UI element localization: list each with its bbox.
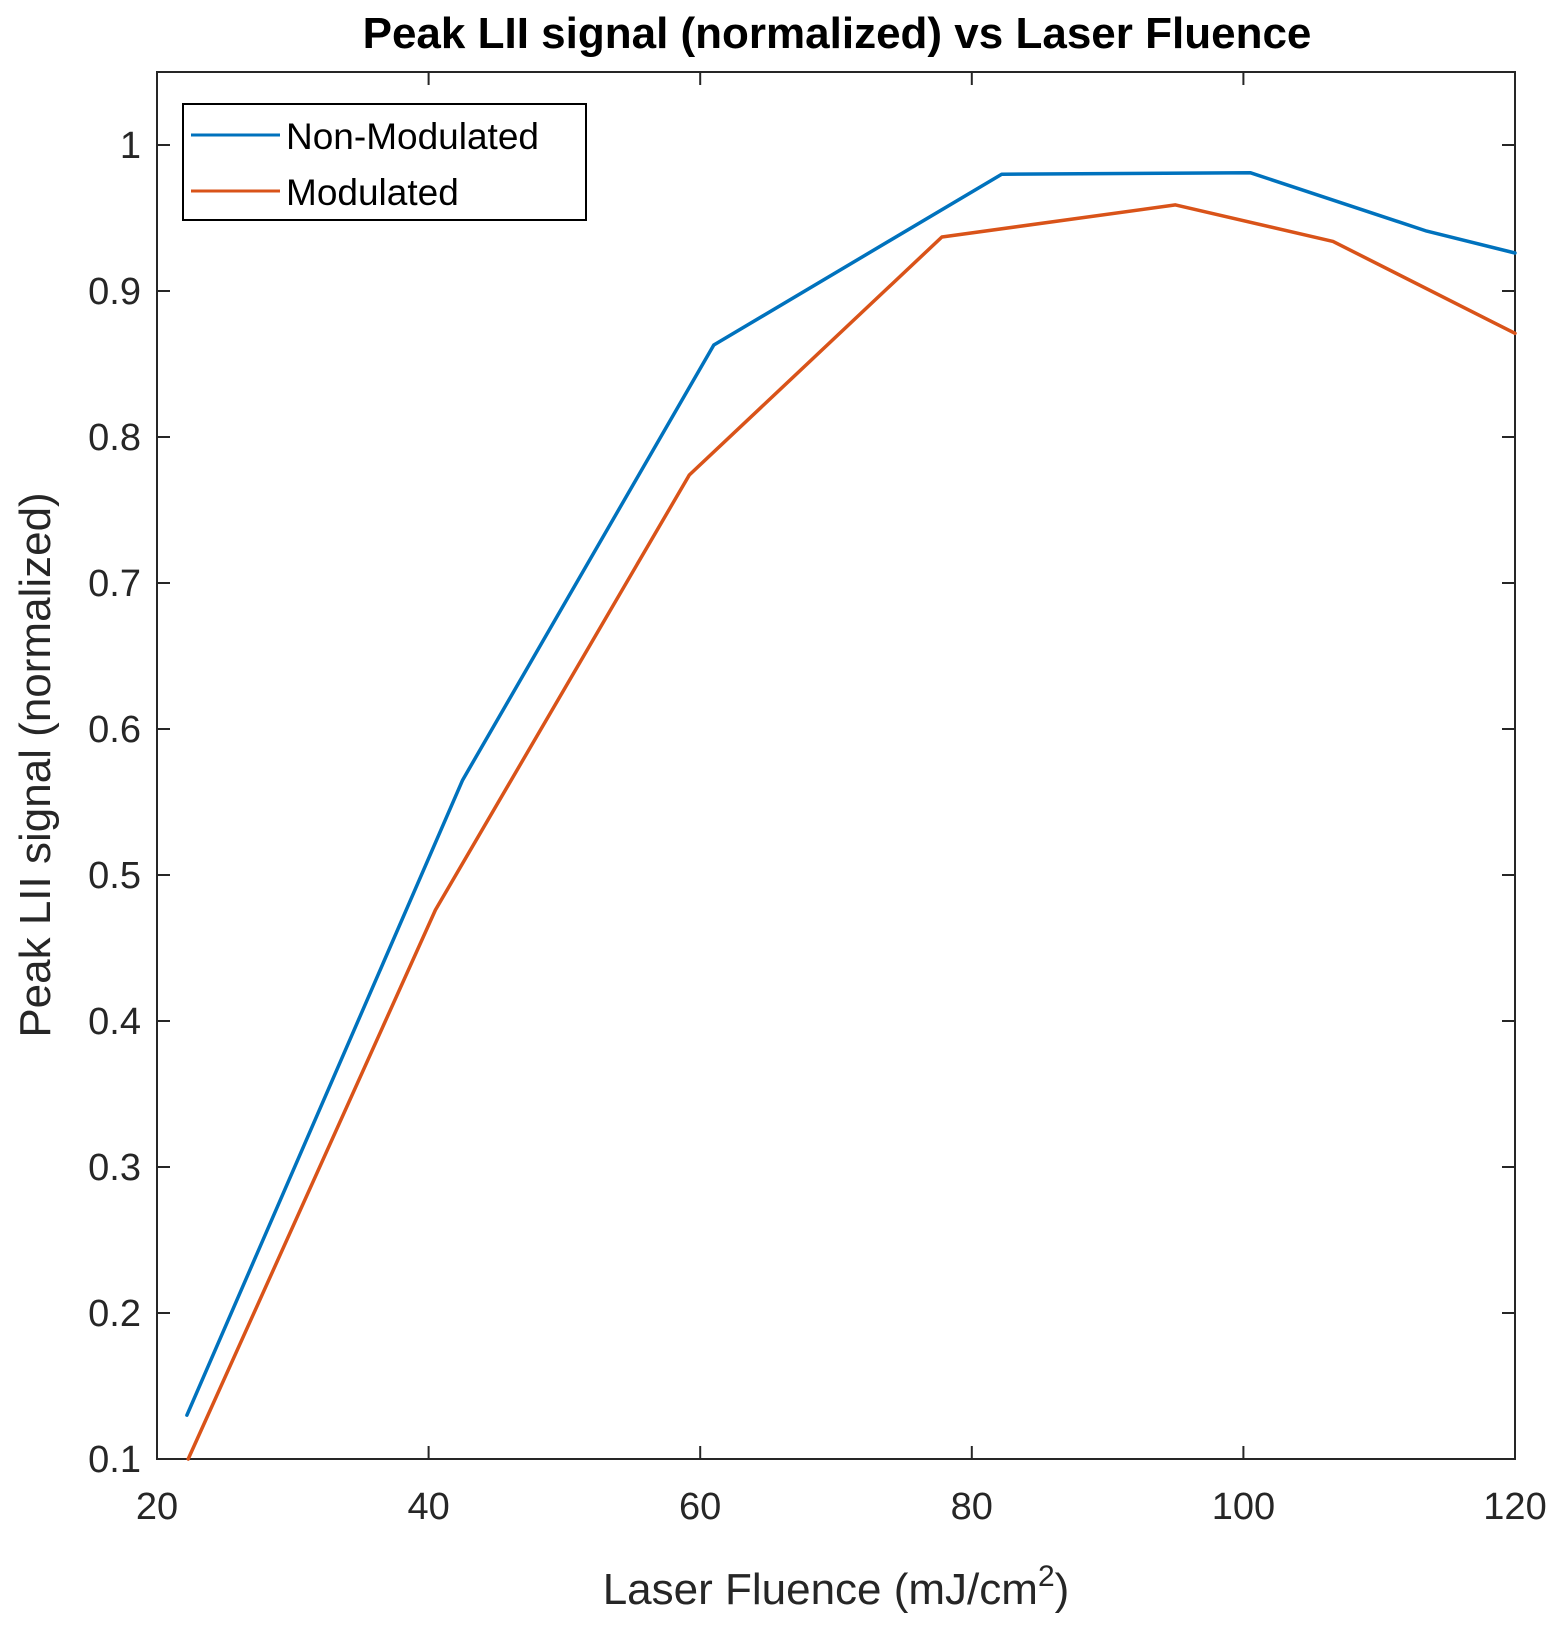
y-tick-label: 0.3 — [88, 1147, 141, 1189]
series-line-modulated — [186, 203, 1517, 1461]
y-tick-label: 0.1 — [88, 1439, 141, 1481]
legend-label-non-modulated: Non-Modulated — [286, 116, 539, 157]
y-tick-label: 0.4 — [88, 1001, 141, 1043]
data-series — [185, 170, 1517, 1461]
series-line-non-modulated — [185, 170, 1517, 1417]
x-axis-label-tail: ) — [1055, 1565, 1070, 1614]
legend: Non-Modulated Modulated — [182, 103, 587, 221]
axes: 20 40 60 80 100 120 0.1 0.2 0.3 0.4 0.5 0.6 0.7 0.8 0.… — [88, 71, 1547, 1528]
y-tick-label: 0.2 — [88, 1293, 141, 1335]
y-tick-label: 0.9 — [88, 271, 141, 313]
x-axis-label-main: Laser Fluence (mJ/cm — [603, 1565, 1038, 1614]
legend-label-modulated: Modulated — [286, 172, 459, 213]
x-tick-label: 20 — [136, 1486, 178, 1528]
y-tick-label: 0.5 — [88, 855, 141, 897]
legend-box — [182, 103, 587, 221]
x-tick-label: 60 — [679, 1486, 721, 1528]
plot-area — [156, 71, 1516, 1460]
y-tick-label: 1 — [120, 125, 141, 167]
axis-ticks — [156, 72, 1516, 1460]
x-axis-label-superscript: 2 — [1038, 1560, 1055, 1593]
axis-tick-labels: 20 40 60 80 100 120 0.1 0.2 0.3 0.4 0.5 0.6 0.7 0.8 0.… — [88, 125, 1547, 1528]
x-tick-label: 120 — [1483, 1486, 1546, 1528]
y-tick-label: 0.7 — [88, 563, 141, 605]
x-tick-label: 80 — [951, 1486, 993, 1528]
y-tick-label: 0.6 — [88, 709, 141, 751]
y-axis-label: Peak LII signal (normalized) — [11, 492, 60, 1037]
y-tick-label: 0.8 — [88, 417, 141, 459]
x-axis-label: Laser Fluence (mJ/cm2) — [603, 1560, 1070, 1614]
chart-title: Peak LII signal (normalized) vs Laser Fl… — [363, 9, 1312, 58]
x-tick-label: 40 — [407, 1486, 449, 1528]
x-tick-label: 100 — [1212, 1486, 1275, 1528]
